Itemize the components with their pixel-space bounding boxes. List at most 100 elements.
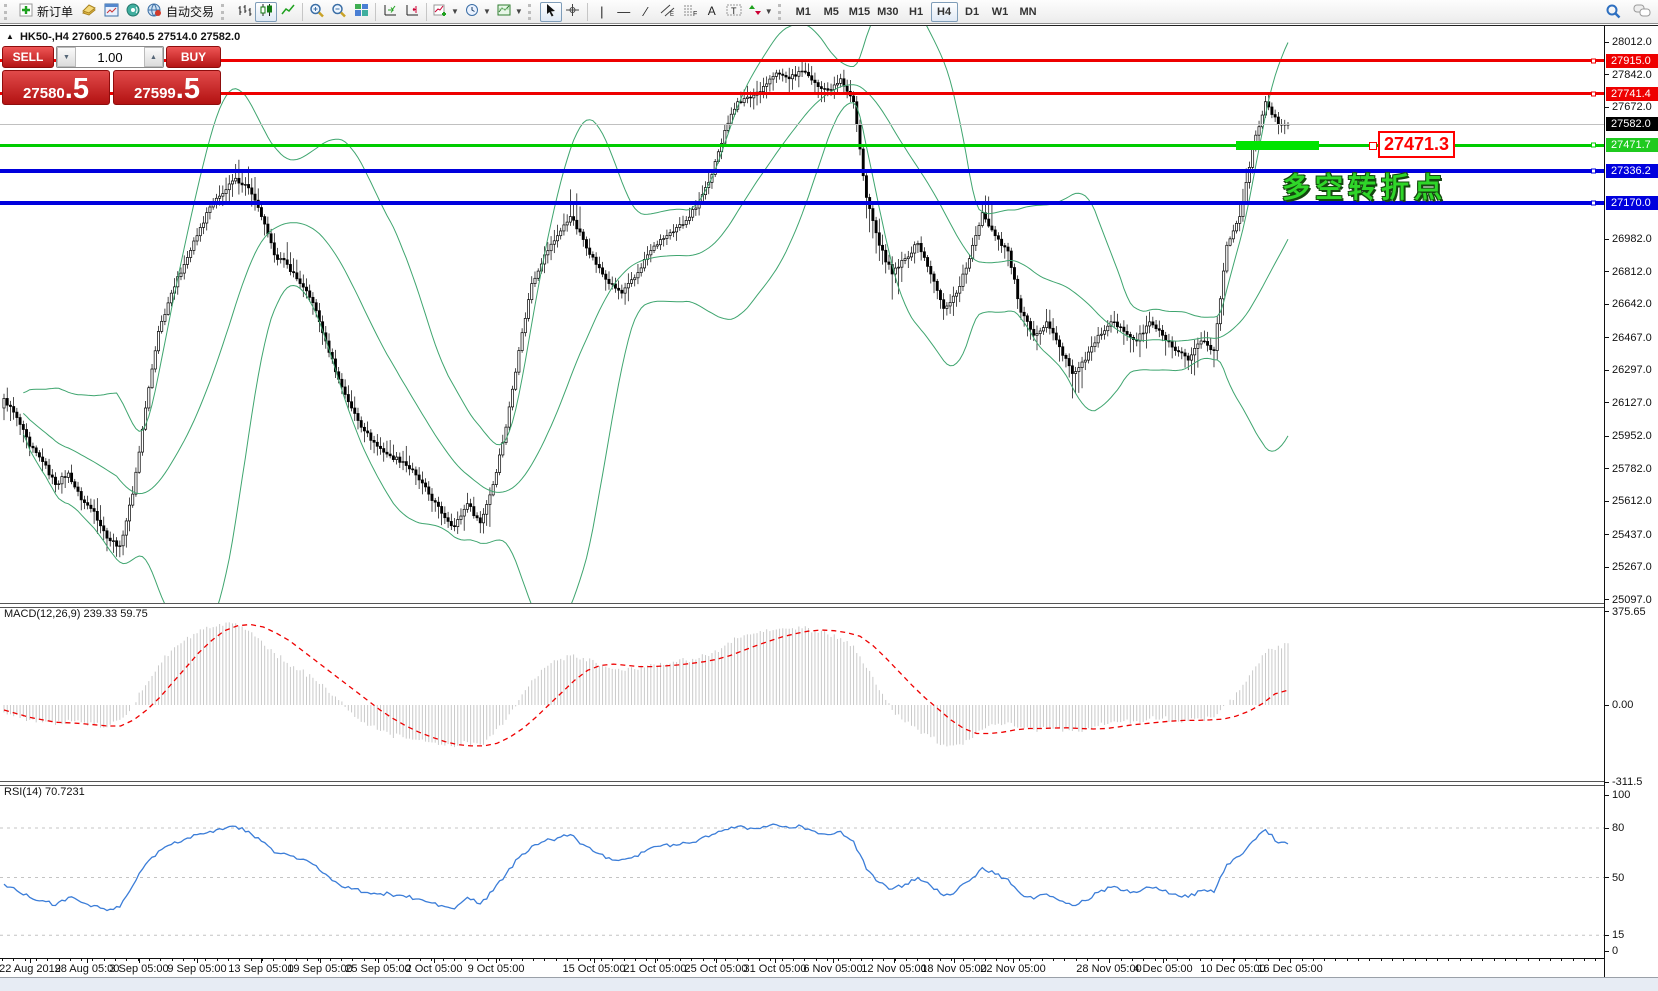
cursor-tool-button[interactable] — [539, 1, 562, 22]
support-highlight-bar[interactable] — [1236, 141, 1319, 150]
sell-price[interactable]: 27580 .5 — [2, 70, 110, 105]
bar-chart-button[interactable] — [233, 2, 255, 22]
auto-trading-button[interactable]: 自动交易 — [144, 2, 219, 22]
collapse-arrow-icon[interactable]: ▲ — [6, 32, 14, 41]
trendline-tool[interactable]: ∕ — [635, 2, 657, 22]
new-order-icon — [19, 3, 33, 20]
data-window-button[interactable] — [100, 2, 122, 22]
time-minor-tick — [1504, 959, 1506, 961]
chart-border — [0, 25, 1658, 26]
main-chart-canvas[interactable] — [0, 26, 1604, 604]
time-label: 3 Sep 05:00 — [109, 963, 169, 975]
time-minor-tick — [1301, 959, 1303, 961]
sell-button[interactable]: SELL — [2, 46, 54, 68]
price-line-handle[interactable] — [1591, 91, 1596, 97]
price-line-handle[interactable] — [1591, 142, 1596, 148]
time-minor-tick — [1459, 959, 1461, 961]
text-tool[interactable]: A — [701, 2, 723, 22]
zoom-in-button[interactable] — [306, 2, 328, 22]
turning-point-annotation[interactable]: 多空转折点 — [1282, 172, 1448, 203]
time-minor-tick — [985, 959, 987, 961]
volume-decrease-button[interactable]: ▼ — [57, 47, 76, 67]
time-minor-tick — [92, 959, 94, 961]
price-axis[interactable]: 28012.0 27842.0 27672.0 26982.0 26812.0 26642… — [1604, 26, 1658, 977]
buy-price[interactable]: 27599 .5 — [113, 70, 221, 105]
time-minor-tick — [13, 959, 15, 961]
price-line-handle[interactable] — [1591, 168, 1596, 174]
indicators-button[interactable]: ▼ — [430, 2, 462, 22]
new-order-label: 新订单 — [37, 5, 74, 19]
price-line[interactable] — [0, 58, 1604, 64]
macd-canvas[interactable] — [0, 608, 1604, 781]
time-axis[interactable]: 22 Aug 2019 28 Aug 05:00 3 Sep 05:00 9 Sep … — [0, 958, 1604, 977]
time-minor-tick — [374, 959, 376, 961]
search-button[interactable] — [1602, 2, 1624, 22]
macd-signal-value: 59.75 — [120, 608, 148, 620]
fibonacci-tool[interactable]: F — [679, 2, 701, 22]
timeframe-h4[interactable]: H4 — [930, 1, 958, 22]
chart-shift-button[interactable] — [401, 2, 423, 22]
time-minor-tick — [1267, 959, 1269, 961]
price-line-handle[interactable] — [1591, 58, 1596, 64]
time-label: 12 Nov 05:00 — [861, 963, 927, 975]
tile-windows-button[interactable] — [350, 2, 372, 22]
time-minor-tick — [1380, 959, 1382, 961]
timeframe-d1[interactable]: D1 — [965, 5, 980, 18]
vertical-line-tool[interactable]: | — [591, 2, 613, 22]
zoom-out-button[interactable] — [328, 2, 350, 22]
price-line-handle[interactable] — [1591, 200, 1596, 206]
rsi-canvas[interactable] — [0, 786, 1604, 958]
time-label: 25 Oct 05:00 — [684, 963, 748, 975]
price-line[interactable] — [0, 142, 1604, 148]
volume-increase-button[interactable]: ▲ — [144, 47, 163, 67]
timeframe-mn[interactable]: MN — [1019, 5, 1037, 18]
time-minor-tick — [883, 959, 885, 961]
timeframe-m30[interactable]: M30 — [877, 5, 899, 18]
buy-button[interactable]: BUY — [166, 46, 221, 68]
navigator-button[interactable] — [122, 2, 144, 22]
time-minor-tick — [1425, 959, 1427, 961]
svg-text:F: F — [693, 11, 697, 17]
time-minor-tick — [1098, 959, 1100, 961]
horizontal-line-tool[interactable]: — — [613, 2, 635, 22]
crosshair-tool-button[interactable] — [562, 2, 584, 22]
time-minor-tick — [442, 959, 444, 961]
text-label-tool[interactable]: T — [723, 2, 745, 22]
volume-input[interactable]: 1.00 — [76, 47, 144, 67]
price-callout-label[interactable]: 27471.3 — [1378, 131, 1456, 158]
timeframe-h1[interactable]: H1 — [909, 5, 924, 18]
price-line[interactable] — [0, 91, 1604, 97]
market-watch-button[interactable] — [78, 2, 100, 22]
timeframe-m1[interactable]: M1 — [795, 5, 811, 18]
price-tick-label: 26467.0 — [1612, 331, 1652, 344]
arrows-tool[interactable]: ▼ — [745, 2, 776, 22]
pane-separator[interactable] — [0, 603, 1604, 608]
periods-button[interactable]: ▼ — [462, 2, 494, 22]
toolbar-drag-handle[interactable] — [4, 3, 12, 20]
rsi-scale-label: 80 — [1612, 822, 1625, 834]
time-major-tick — [954, 959, 955, 963]
timeframe-m5[interactable]: M5 — [823, 5, 839, 18]
candlestick-chart-button[interactable] — [255, 1, 278, 22]
svg-text:T: T — [731, 6, 737, 16]
status-strip — [0, 977, 1658, 991]
price-line[interactable] — [0, 200, 1604, 206]
time-minor-tick — [1143, 959, 1145, 961]
price-badge: 27582.0 — [1606, 117, 1658, 132]
time-minor-tick — [182, 959, 184, 961]
time-minor-tick — [567, 959, 568, 961]
chat-button[interactable] — [1630, 2, 1654, 22]
time-minor-tick — [578, 959, 580, 961]
new-order-button[interactable]: 新订单 — [16, 2, 78, 22]
line-chart-button[interactable] — [277, 2, 299, 22]
pane-separator[interactable] — [0, 781, 1604, 786]
price-line[interactable] — [0, 123, 1604, 125]
time-minor-tick — [759, 959, 761, 961]
channel-tool[interactable]: E — [657, 2, 679, 22]
chart-shift-icon — [405, 3, 420, 20]
templates-button[interactable]: ▼ — [494, 2, 526, 22]
timeframe-w1[interactable]: W1 — [991, 5, 1009, 18]
auto-scroll-button[interactable] — [379, 2, 401, 22]
price-line[interactable] — [0, 168, 1604, 174]
timeframe-m15[interactable]: M15 — [848, 5, 871, 18]
